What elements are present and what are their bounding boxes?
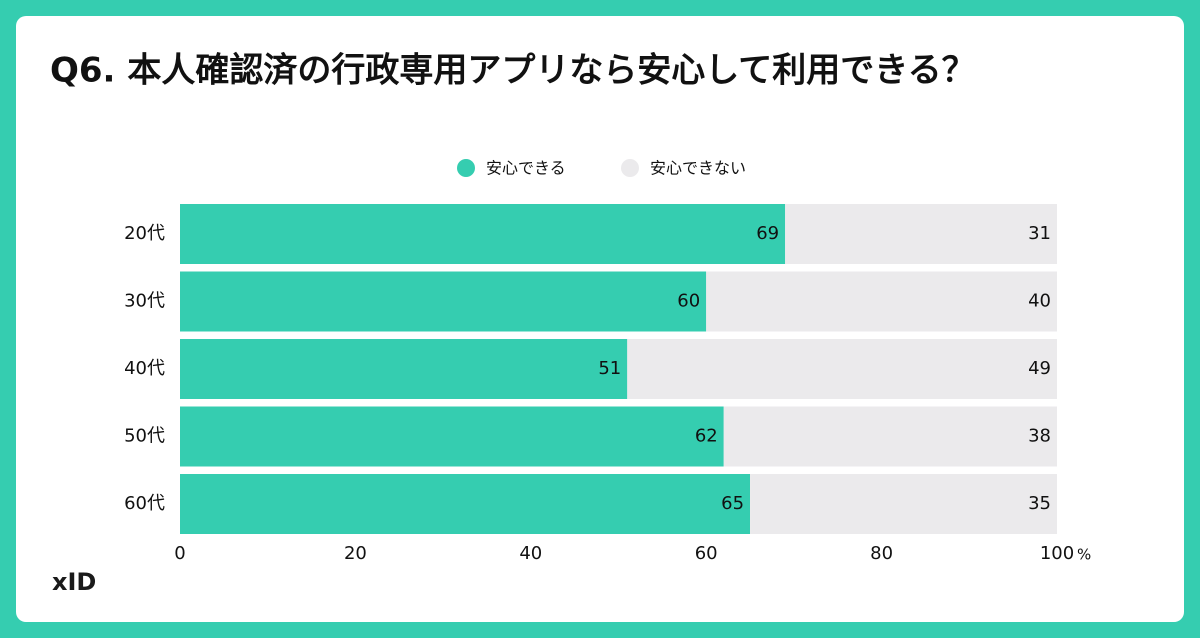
x-axis-unit: % — [1077, 546, 1091, 564]
x-tick-label: 0 — [174, 543, 185, 564]
bar-segment — [785, 204, 1057, 264]
y-tick-label: 60代 — [124, 493, 165, 514]
logo: xID — [52, 568, 96, 596]
bar-segment — [180, 406, 724, 467]
data-label: 38 — [1028, 426, 1051, 447]
bar-segment — [750, 474, 1057, 534]
data-label: 40 — [1028, 291, 1051, 312]
x-tick-label: 60 — [695, 543, 718, 564]
legend-label: 安心できる — [486, 159, 566, 178]
data-label: 60 — [677, 291, 700, 312]
data-label: 31 — [1028, 223, 1051, 244]
legend-label: 安心できない — [650, 159, 746, 178]
bar-segment — [706, 271, 1057, 332]
legend-marker — [457, 159, 475, 177]
x-tick-label: 20 — [344, 543, 367, 564]
y-tick-label: 50代 — [124, 426, 165, 447]
data-label: 51 — [598, 358, 621, 379]
x-tick-label: 80 — [870, 543, 893, 564]
legend-marker — [621, 159, 639, 177]
bar-segment — [627, 339, 1057, 399]
bar-segment — [180, 339, 628, 399]
y-tick-label: 30代 — [124, 291, 165, 312]
data-label: 69 — [756, 223, 779, 244]
bar-segment — [180, 204, 786, 264]
bar-segment — [180, 474, 751, 534]
data-label: 49 — [1028, 358, 1051, 379]
bar-segment — [723, 406, 1057, 467]
data-label: 65 — [721, 493, 744, 514]
data-label: 62 — [695, 426, 718, 447]
x-tick-label: 100 — [1040, 543, 1074, 564]
chart-title: Q6. 本人確認済の行政専用アプリなら安心して利用できる？ — [50, 51, 976, 91]
y-tick-label: 20代 — [124, 223, 165, 244]
bar-segment — [180, 271, 707, 332]
y-tick-label: 40代 — [124, 358, 165, 379]
x-tick-label: 40 — [519, 543, 542, 564]
data-label: 35 — [1028, 493, 1051, 514]
